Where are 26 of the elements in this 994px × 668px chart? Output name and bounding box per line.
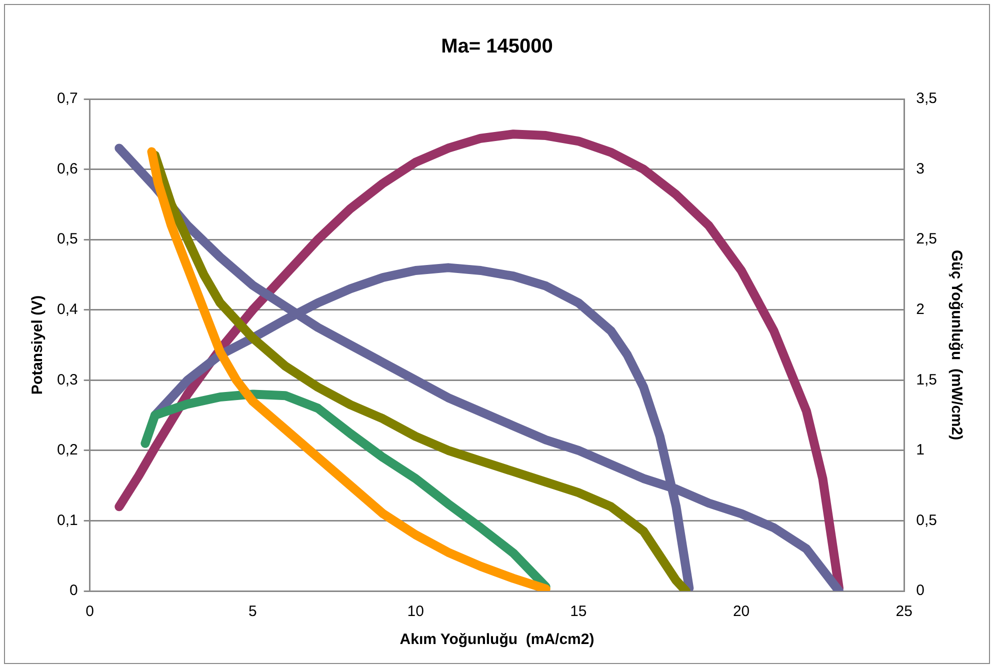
y-axis-title: Potansiyel (V) (29, 295, 46, 395)
x-tick-label: 10 (407, 603, 424, 620)
y-tick-label: 0,3 (56, 371, 78, 388)
y-tick-label: 0,6 (56, 160, 78, 178)
y2-tick-label: 1 (916, 442, 924, 459)
y2-tick-label: 3 (916, 160, 924, 178)
chart-title: Ma= 145000 (441, 36, 553, 58)
x-axis-title: Akım Yoğunluğu (mA/cm2) (400, 631, 594, 648)
y-tick-label: 0,1 (56, 512, 78, 529)
y-tick-label: 0,2 (56, 442, 78, 459)
y2-tick-label: 1,5 (916, 371, 938, 388)
y-tick-label: 0,4 (56, 301, 78, 318)
y-tick-label: 0,7 (56, 90, 78, 108)
y2-tick-label: 2,5 (916, 230, 938, 248)
x-tick-label: 25 (896, 603, 912, 620)
y2-axis-title: Güç Yoğunluğu (mW/cm2) (948, 250, 965, 440)
x-tick-label: 5 (248, 603, 257, 620)
y2-tick-label: 3,5 (916, 90, 938, 108)
y-tick-label: 0,5 (56, 230, 78, 248)
x-tick-label: 15 (570, 603, 587, 620)
y2-tick-label: 0 (916, 582, 924, 600)
x-tick-label: 0 (86, 603, 94, 620)
y-tick-label: 0 (70, 582, 78, 600)
x-tick-label: 20 (732, 603, 750, 620)
y2-tick-label: 2 (916, 301, 924, 318)
y2-tick-label: 0,5 (916, 512, 938, 529)
